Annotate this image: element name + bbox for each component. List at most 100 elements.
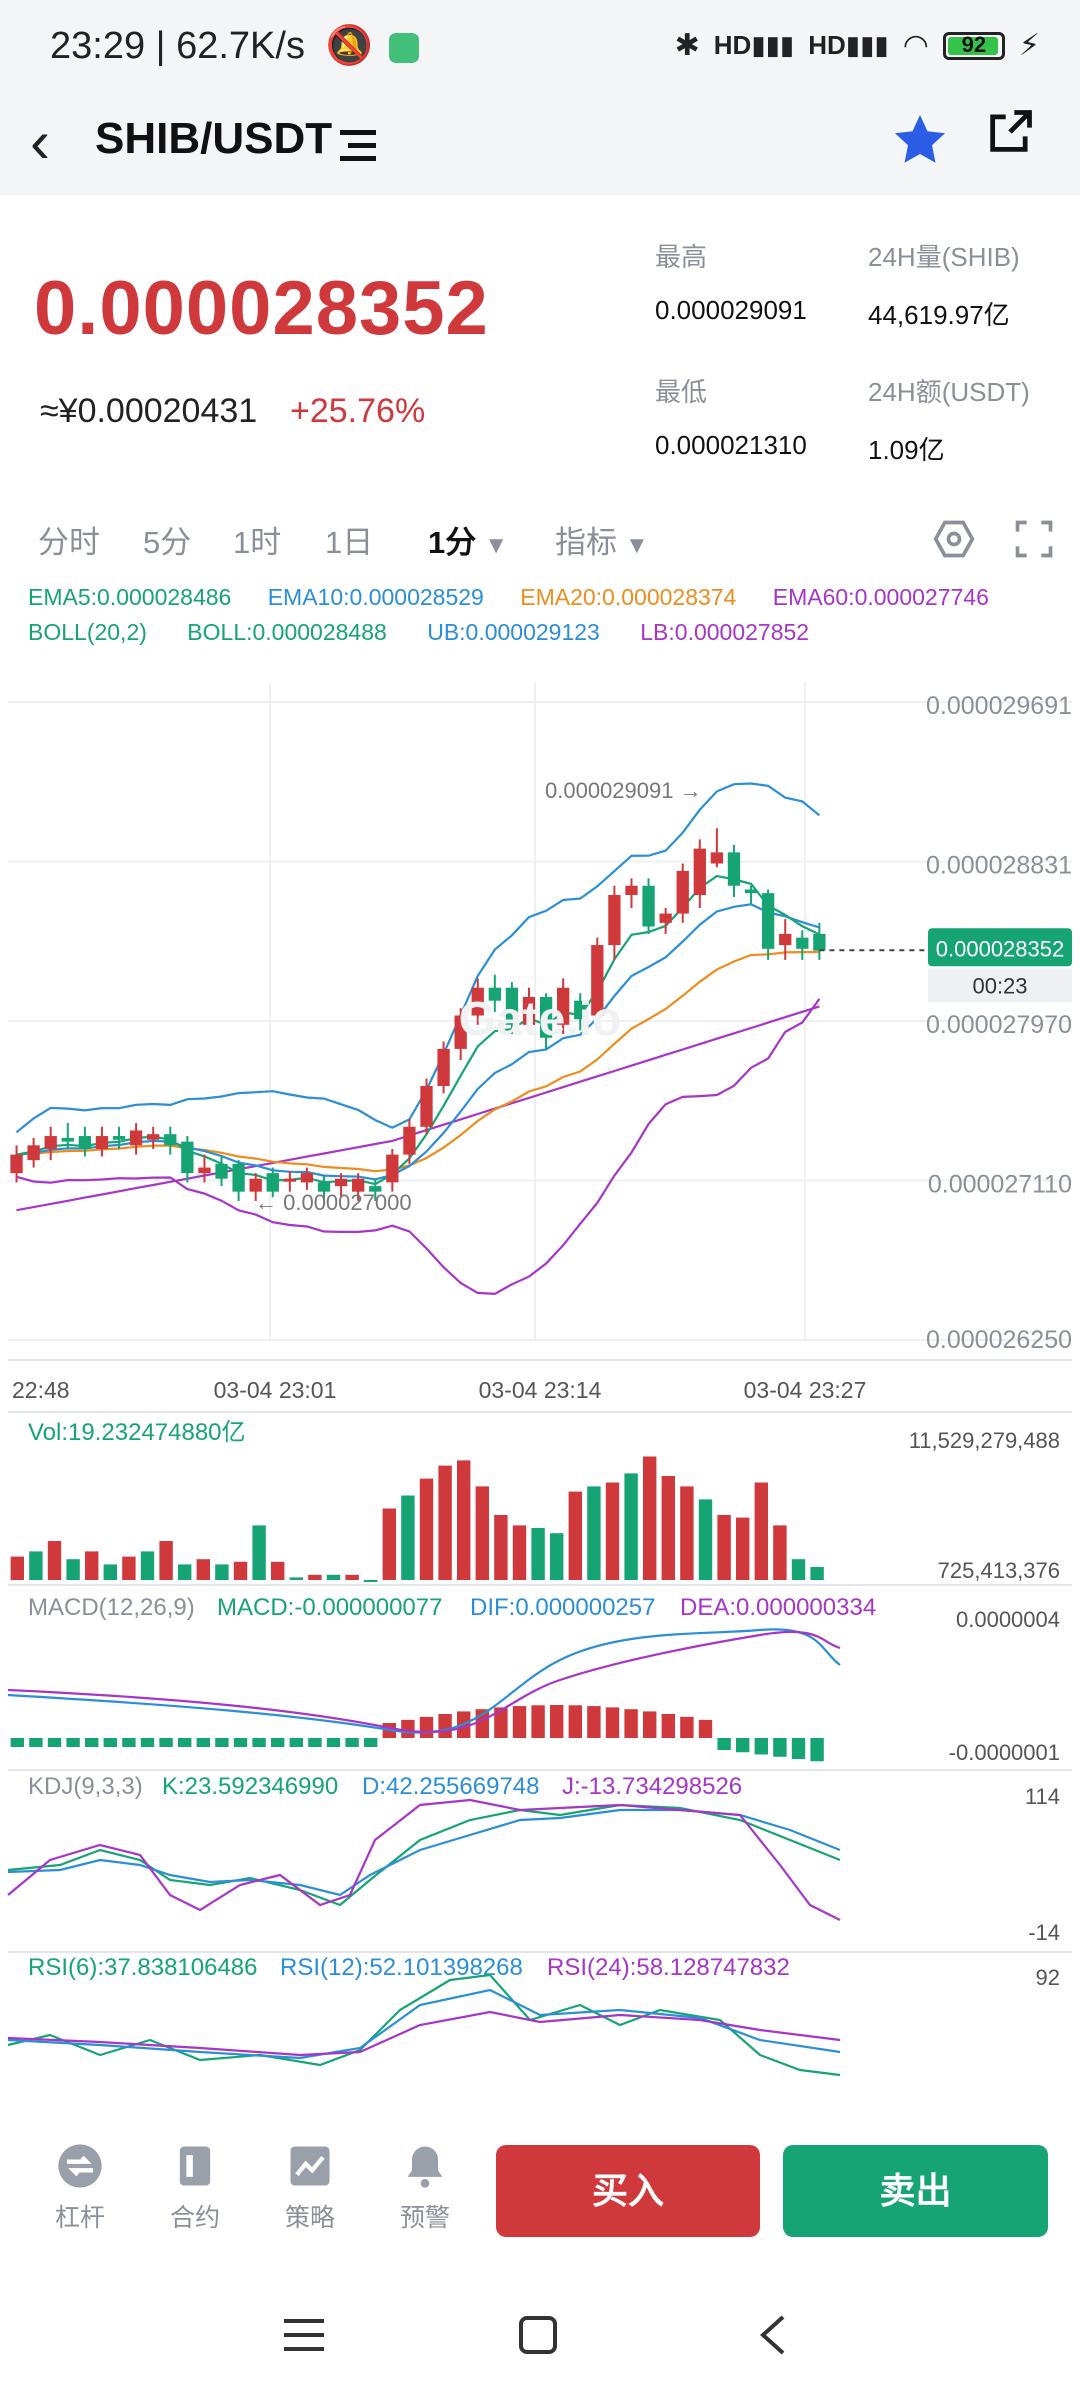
volume-bar [122,1556,136,1580]
futures-button[interactable]: 合约 [150,2140,240,2234]
candlestick-chart[interactable]: 0.000029691 0.000028831 0.000027970 0.00002… [0,680,1080,2095]
pair-title[interactable]: SHIB/USDT [95,114,333,163]
volume-bar [717,1515,731,1580]
dea-value: DEA:0.000000334 [680,1594,876,1621]
alert-bell-icon [407,2146,443,2188]
signal-icon-1: HD▮▮▮ [713,30,795,60]
fullscreen-icon[interactable] [1012,517,1056,561]
kdj-j: J:-13.734298526 [562,1773,742,1800]
dif-value: DIF:0.000000257 [470,1594,655,1621]
volume-bar [810,1567,824,1580]
ema10-line [16,903,820,1181]
volume-bar [550,1533,564,1580]
macd-histogram-bar [47,1738,62,1747]
back-button[interactable]: ‹ [30,108,50,175]
candle [642,885,655,927]
volume-bar [605,1482,620,1580]
macd-histogram-bar [159,1738,173,1747]
home-icon[interactable] [518,2315,558,2355]
strategy-button[interactable]: 策略 [265,2140,355,2234]
interval-tabs: 分时 5分 1时 1日 1分 ▼ 指标 ▼ [0,505,1080,575]
rsi24-value: RSI(24):58.128747832 [547,1954,790,1981]
signal-icon-2: HD▮▮▮ [808,30,889,60]
tab-1min[interactable]: 1分 ▼ [428,525,509,560]
low-value: 0.000021310 [655,430,807,460]
pair-menu-icon[interactable] [338,126,378,166]
candle [181,1141,194,1174]
candle [215,1163,228,1179]
low-label: 最低 [655,377,708,407]
macd-histogram-bar [419,1716,434,1738]
settings-hexagon-icon[interactable] [932,517,976,561]
volume-bar [736,1517,750,1580]
macd-histogram-bar [140,1738,155,1747]
strategy-icon [290,2146,330,2186]
high-label: 最高 [655,242,708,272]
tab-indicators[interactable]: 指标 ▼ [555,525,649,560]
watermark: Gate.io [459,993,622,1046]
volume-value: 44,619.97亿 [868,300,1010,330]
j-line [7,1798,841,1921]
kdj-pane: KDJ(9,3,3) K:23.592346990 D:42.255669748 J:… [7,1769,1072,1945]
sell-button[interactable]: 卖出 [783,2145,1048,2237]
x-tick-label: 03-04 23:01 [214,1377,337,1403]
volume-min: 725,413,376 [938,1558,1060,1583]
chart-axes: 0.000029691 0.000028831 0.000027970 0.00002… [12,692,1072,1403]
rsi6-value: RSI(6):37.838106486 [28,1954,258,1981]
candle [744,889,758,894]
leverage-button[interactable]: 杠杆 [35,2140,125,2234]
dea-line [7,1630,841,1734]
volume-bar [680,1486,694,1580]
tab-timeshare[interactable]: 分时 [38,525,100,560]
candle [61,1137,74,1142]
buy-button[interactable]: 买入 [496,2145,760,2237]
back-nav-icon[interactable] [755,2313,791,2357]
menu-icon[interactable] [282,2315,326,2355]
candle [95,1136,109,1150]
candle [454,1015,467,1049]
indicator-lines [15,782,821,1296]
bluetooth-icon: ✱ [674,29,700,62]
candle [112,1136,126,1140]
macd-histogram-bar [550,1705,564,1738]
tab-5min[interactable]: 5分 [143,525,192,560]
candle [796,937,809,949]
min-price-marker: ← 0.000027000 [255,1190,412,1215]
share-icon[interactable] [984,106,1036,158]
volume-bar [773,1525,787,1580]
chevron-down-icon: ▼ [484,532,509,559]
macd-histogram-bar [438,1714,452,1738]
kdj-d: D:42.255669748 [362,1773,540,1800]
ema20-line [16,950,820,1173]
volume-bar [159,1541,173,1580]
tab-1hour[interactable]: 1时 [233,525,282,560]
macd-histogram-bar [736,1738,750,1753]
candle [317,1182,331,1192]
macd-histogram-bar [810,1738,824,1762]
candle [505,987,519,1025]
candle [198,1167,211,1174]
macd-histogram-bar [233,1738,248,1747]
candle [693,848,706,896]
ema5-value: EMA5:0.000028486 [28,584,232,610]
y-tick-label: 0.000028831 [926,852,1072,880]
candle [266,1173,279,1192]
kdj-bottom: -14 [1028,1920,1060,1945]
alert-button[interactable]: 预警 [380,2140,470,2234]
volume-bar [10,1556,24,1580]
system-nav-bar [0,2245,1080,2400]
candle [232,1163,245,1192]
candle [471,987,484,1016]
volume-bar [29,1551,43,1580]
macd-histogram-bar [10,1738,24,1747]
volume-bar [438,1465,452,1580]
amount-value: 1.09亿 [868,435,945,465]
favorite-star-icon[interactable] [890,110,950,170]
candle [249,1178,262,1192]
tab-1day[interactable]: 1日 [325,525,374,560]
volume-bar [475,1486,489,1580]
high-value: 0.000029091 [655,295,807,325]
candle [420,1085,433,1127]
candle [488,987,501,1001]
boll-row: BOLL(20,2) BOLL:0.000028488 UB:0.0000291… [28,619,809,646]
